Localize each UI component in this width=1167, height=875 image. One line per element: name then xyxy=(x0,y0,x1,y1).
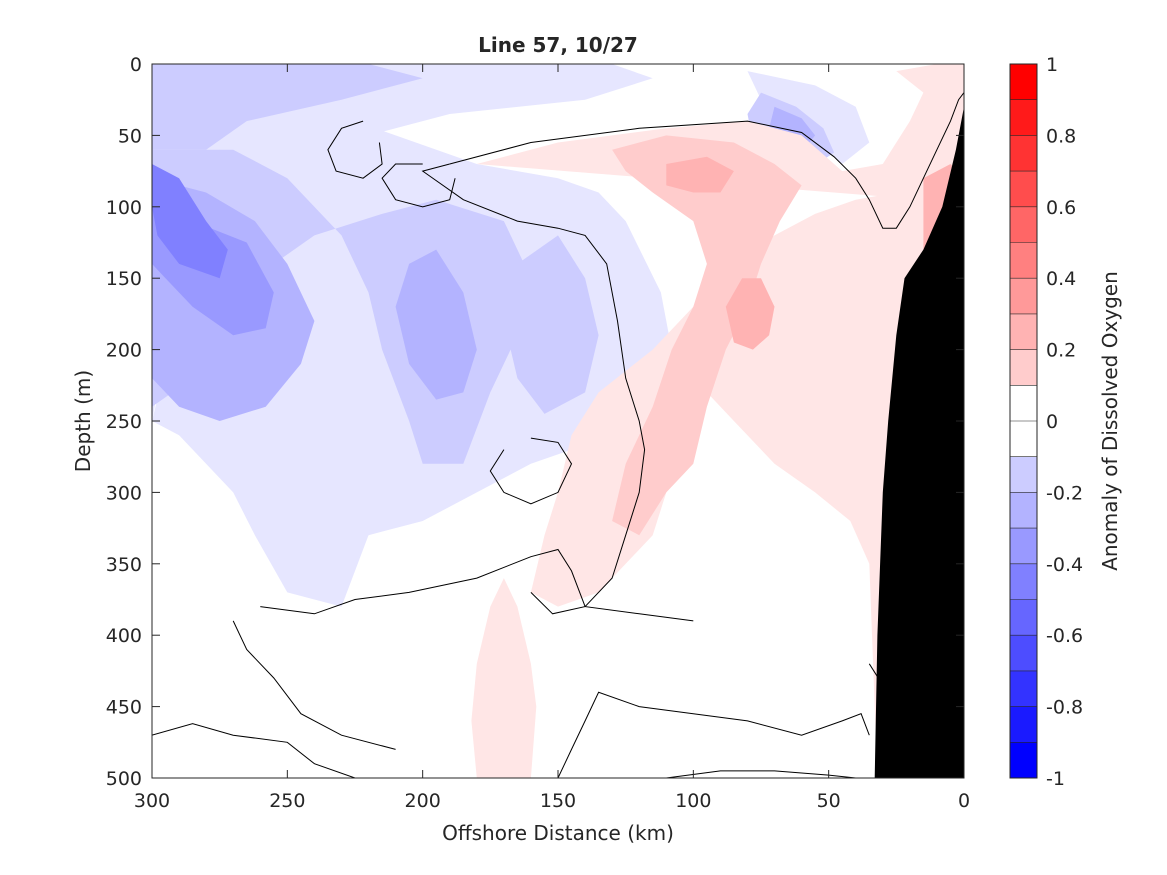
zero-contour-23 xyxy=(260,548,694,622)
zero-contour-20 xyxy=(327,120,383,179)
contour-fills xyxy=(152,64,964,778)
plot-area xyxy=(151,63,965,779)
zero-contour-19 xyxy=(421,163,646,615)
x-axis-label: Offshore Distance (km) xyxy=(442,821,674,845)
colorbar-bin xyxy=(1010,563,1037,600)
x-tick-label: 300 xyxy=(134,790,170,812)
colorbar: 1 0.8 0.6 0.4 0.2 0 -0.2 -0.4 -0.6 -0.8 -1 xyxy=(1009,54,1083,790)
contour-region-15 xyxy=(666,156,734,193)
colorbar-tick-label: 0 xyxy=(1046,411,1058,433)
colorbar-tick-label: -0.2 xyxy=(1046,482,1083,504)
colorbar-bin xyxy=(1010,492,1037,529)
zero-contour-21 xyxy=(381,163,456,208)
contour-region-11 xyxy=(152,164,228,279)
colorbar-tick-label: -1 xyxy=(1046,768,1065,790)
x-axis: 300 250 200 150 100 50 0 xyxy=(134,64,970,812)
contour-region-5 xyxy=(503,235,599,414)
contour-region-12 xyxy=(476,64,964,778)
colorbar-tick-label: 0.4 xyxy=(1046,268,1076,290)
colorbar-tick-label: -0.8 xyxy=(1046,697,1083,719)
zero-contour-26 xyxy=(557,691,870,778)
colorbar-bin xyxy=(1010,742,1037,779)
colorbar-tick-label: 0.6 xyxy=(1046,197,1076,219)
colorbar-bin xyxy=(1010,278,1037,315)
colorbar-bin xyxy=(1010,528,1037,565)
colorbar-bin xyxy=(1010,635,1037,672)
colorbar-bin xyxy=(1010,99,1037,136)
y-tick-label: 50 xyxy=(118,125,142,147)
colorbar-tick-label: 0.8 xyxy=(1046,125,1076,147)
colorbar-bin xyxy=(1010,385,1037,422)
y-tick-label: 200 xyxy=(106,340,142,362)
x-tick-label: 250 xyxy=(269,790,305,812)
contour-region-8 xyxy=(395,249,477,400)
colorbar-tick-label: -0.6 xyxy=(1046,625,1083,647)
colorbar-bin xyxy=(1010,349,1037,386)
y-tick-label: 0 xyxy=(130,54,142,76)
y-axis-label: Depth (m) xyxy=(71,370,95,472)
y-tick-label: 250 xyxy=(106,411,142,433)
colorbar-label: Anomaly of Dissolved Oxygen xyxy=(1098,271,1122,571)
colorbar-bin xyxy=(1010,421,1037,458)
x-tick-label: 100 xyxy=(675,790,711,812)
zero-contour-22 xyxy=(489,437,573,505)
y-axis: 0 50 100 150 200 250 300 350 400 450 500 xyxy=(106,54,964,790)
y-tick-label: 150 xyxy=(106,268,142,290)
y-tick-label: 400 xyxy=(106,625,142,647)
contour-region-14 xyxy=(612,135,802,536)
colorbar-bin xyxy=(1010,313,1037,351)
seafloor-mask xyxy=(874,106,964,778)
colorbar-bin xyxy=(1010,599,1037,636)
x-tick-label: 0 xyxy=(958,790,970,812)
x-tick-label: 150 xyxy=(540,790,576,812)
zero-contour-24 xyxy=(232,620,396,750)
colorbar-bin xyxy=(1010,670,1037,708)
zero-contour-25 xyxy=(152,723,356,778)
y-tick-label: 500 xyxy=(106,768,142,790)
y-tick-label: 300 xyxy=(106,482,142,504)
x-tick-label: 200 xyxy=(405,790,441,812)
land-mask xyxy=(874,106,964,778)
contour-region-13 xyxy=(471,578,537,778)
y-tick-label: 350 xyxy=(106,554,142,576)
colorbar-bin xyxy=(1010,242,1037,279)
colorbar-bin xyxy=(1010,456,1037,493)
zero-contour-27 xyxy=(666,770,856,778)
y-tick-label: 450 xyxy=(106,697,142,719)
colorbar-tick-label: -0.4 xyxy=(1046,554,1083,576)
zero-contour-18 xyxy=(449,92,964,229)
colorbar-bin xyxy=(1010,64,1037,101)
zero-contour-lines xyxy=(152,92,964,778)
colorbar-bin xyxy=(1010,206,1037,243)
colorbar-tick-label: 0.2 xyxy=(1046,340,1076,362)
colorbar-bin xyxy=(1010,135,1037,172)
chart-title: Line 57, 10/27 xyxy=(478,33,638,57)
colorbar-frame xyxy=(1009,63,1038,779)
contour-region-16 xyxy=(725,278,775,350)
y-tick-label: 100 xyxy=(106,197,142,219)
colorbar-bin xyxy=(1010,171,1037,208)
colorbar-bin xyxy=(1010,706,1037,743)
x-tick-label: 50 xyxy=(817,790,841,812)
colorbar-tick-label: 1 xyxy=(1046,54,1058,76)
contour-region-3 xyxy=(152,64,423,150)
